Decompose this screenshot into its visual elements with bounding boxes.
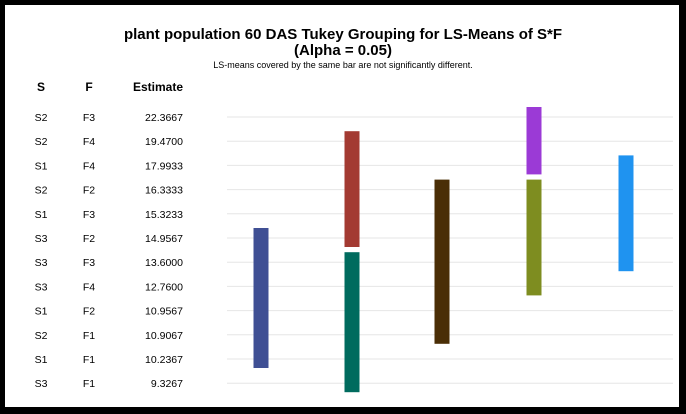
row-estimate: 14.9567	[145, 233, 183, 245]
row-s-label: S3	[35, 257, 48, 269]
row-estimate: 10.2367	[145, 354, 183, 366]
row-f-label: F3	[83, 257, 95, 269]
grouping-bar	[526, 107, 542, 175]
grouping-bar	[618, 155, 634, 272]
row-s-label: S2	[35, 185, 48, 197]
row-estimate: 9.3267	[151, 378, 183, 390]
row-s-label: S1	[35, 160, 48, 172]
row-s-label: S2	[35, 136, 48, 148]
row-f-label: F3	[83, 112, 95, 124]
column-header: F	[85, 80, 92, 94]
chart-subtitle: LS-means covered by the same bar are not…	[213, 60, 473, 70]
row-estimate: 13.6000	[145, 257, 183, 269]
row-f-label: F4	[83, 281, 95, 293]
row-f-label: F3	[83, 209, 95, 221]
row-s-label: S1	[35, 354, 48, 366]
chart-title-line1: plant population 60 DAS Tukey Grouping f…	[123, 26, 563, 43]
row-estimate: 12.7600	[145, 281, 183, 293]
row-s-label: S2	[35, 112, 48, 124]
row-f-label: F4	[83, 160, 95, 172]
row-s-label: S1	[35, 209, 48, 221]
row-s-label: S1	[35, 306, 48, 318]
row-f-label: F2	[83, 233, 95, 245]
row-s-label: S3	[35, 233, 48, 245]
row-f-label: F1	[83, 330, 95, 342]
row-f-label: F2	[83, 306, 95, 318]
row-s-label: S2	[35, 330, 48, 342]
row-estimate: 19.4700	[145, 136, 183, 148]
grouping-bar	[434, 179, 450, 344]
chart-title-line2: (Alpha = 0.05)	[294, 42, 392, 59]
row-f-label: F1	[83, 378, 95, 390]
row-estimate: 16.3333	[145, 185, 183, 197]
tukey-grouping-chart: S F Estimate S2 F3 22.3667 S2 F4 19.4700 S1 F4 17.9…	[35, 80, 673, 393]
row-estimate: 10.9067	[145, 330, 183, 342]
row-f-label: F2	[83, 185, 95, 197]
row-f-label: F4	[83, 136, 95, 148]
row-s-label: S3	[35, 281, 48, 293]
column-header: Estimate	[133, 80, 183, 94]
column-header: S	[37, 80, 45, 94]
row-s-label: S3	[35, 378, 48, 390]
grouping-bar	[344, 252, 360, 393]
row-estimate: 22.3667	[145, 112, 183, 124]
chart-frame: plant population 60 DAS Tukey Grouping f…	[4, 4, 680, 408]
grouping-bar	[344, 131, 360, 247]
chart-title: plant population 60 DAS Tukey Grouping f…	[5, 27, 681, 59]
grouping-bar	[526, 179, 542, 296]
row-estimate: 10.9567	[145, 306, 183, 318]
row-estimate: 15.3233	[145, 209, 183, 221]
grouping-bar	[253, 228, 269, 368]
row-estimate: 17.9933	[145, 160, 183, 172]
row-f-label: F1	[83, 354, 95, 366]
